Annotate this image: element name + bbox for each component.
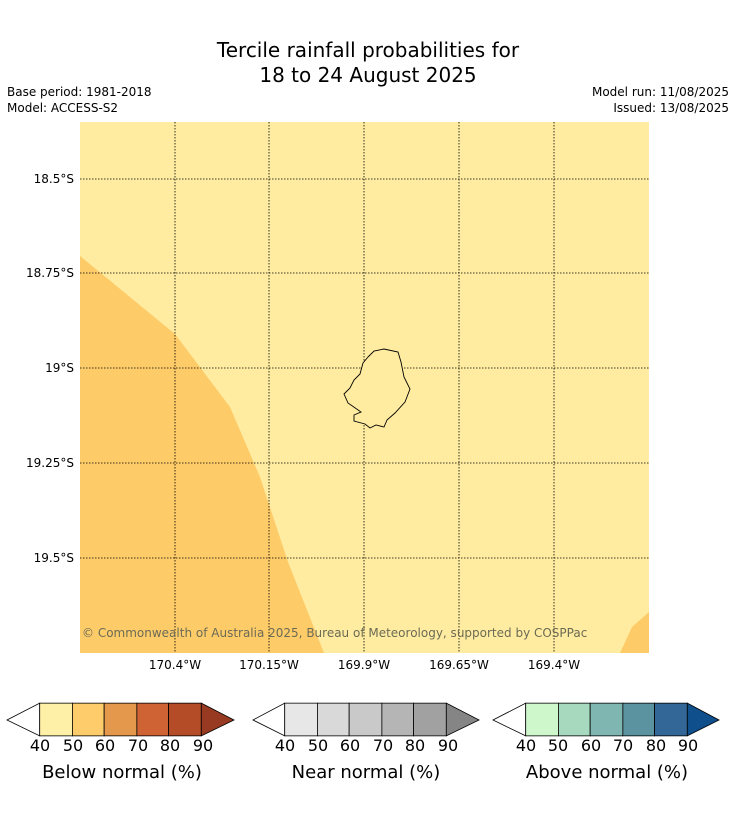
lat-label: 19.25°S	[26, 456, 74, 470]
map-title: Tercile rainfall probabilities for 18 to…	[0, 38, 736, 88]
lat-label: 19.5°S	[33, 551, 74, 565]
colorbar-tick: 90	[437, 736, 459, 755]
lon-label: 170.4°W	[148, 658, 202, 672]
colorbar-swatch	[381, 702, 414, 737]
colorbar-tick: 40	[515, 736, 537, 755]
colorbar-swatch	[622, 702, 655, 737]
colorbar-tick: 80	[404, 736, 426, 755]
copyright-notice: © Commonwealth of Australia 2025, Bureau…	[82, 626, 588, 640]
colorbar-tick: 40	[29, 736, 51, 755]
base-period: Base period: 1981-2018	[7, 85, 152, 99]
colorbar-over-arrow	[445, 702, 480, 737]
colorbar-swatch	[72, 702, 105, 737]
lat-label: 18.75°S	[26, 266, 74, 280]
colorbar-tick: 40	[274, 736, 296, 755]
colorbar-above-normal	[492, 702, 720, 737]
lat-label: 19°S	[45, 361, 74, 375]
colorbar-swatch	[39, 702, 73, 737]
meta-right: Model run: 11/08/2025 Issued: 13/08/2025	[592, 84, 729, 116]
meta-left: Base period: 1981-2018 Model: ACCESS-S2	[7, 84, 152, 116]
colorbar-tick: 50	[62, 736, 84, 755]
colorbar-tick: 80	[159, 736, 181, 755]
colorbar-tick: 70	[127, 736, 149, 755]
map-panel	[80, 122, 649, 653]
colorbar-title-above: Above normal (%)	[525, 762, 689, 783]
lon-label: 169.65°W	[429, 658, 489, 672]
colorbar-under-arrow	[6, 702, 41, 737]
colorbar-below-normal	[6, 702, 235, 737]
colorbar-swatch	[284, 702, 318, 737]
colorbar-tick: 60	[580, 736, 602, 755]
colorbar-swatch	[413, 702, 447, 737]
title-line-2: 18 to 24 August 2025	[259, 63, 477, 87]
model-name: Model: ACCESS-S2	[7, 101, 119, 115]
colorbar-tick: 70	[612, 736, 634, 755]
colorbar-swatch	[558, 702, 591, 737]
colorbar-tick: 60	[339, 736, 361, 755]
higher-probability-area-southeast	[620, 612, 649, 653]
colorbar-title-below: Below normal (%)	[42, 762, 202, 783]
colorbar-swatch	[348, 702, 383, 737]
lon-label: 169.4°W	[527, 658, 581, 672]
colorbar-swatch	[317, 702, 350, 737]
colorbar-swatch	[136, 702, 169, 737]
higher-probability-area-west	[80, 256, 324, 653]
colorbar-tick: 50	[547, 736, 569, 755]
colorbar-swatch	[103, 702, 138, 737]
colorbar-near-normal	[252, 702, 480, 737]
colorbar-over-arrow	[686, 702, 720, 737]
colorbar-swatch	[168, 702, 202, 737]
colorbar-swatch	[654, 702, 688, 737]
colorbar-tick: 90	[677, 736, 699, 755]
colorbar-over-arrow	[200, 702, 235, 737]
title-line-1: Tercile rainfall probabilities for	[216, 38, 520, 62]
lon-label: 170.15°W	[239, 658, 299, 672]
colorbar-tick: 70	[372, 736, 394, 755]
island-coastline	[343, 348, 411, 429]
issued-date: Issued: 13/08/2025	[613, 101, 729, 115]
colorbar-swatch	[525, 702, 559, 737]
colorbar-under-arrow	[492, 702, 527, 737]
colorbar-tick: 90	[192, 736, 214, 755]
colorbar-tick: 60	[94, 736, 116, 755]
colorbar-tick: 50	[307, 736, 329, 755]
lon-label: 169.9°W	[337, 658, 391, 672]
colorbar-swatch	[589, 702, 624, 737]
colorbar-title-near: Near normal (%)	[291, 762, 441, 783]
model-run: Model run: 11/08/2025	[591, 85, 729, 99]
lat-label: 18.5°S	[33, 172, 74, 186]
colorbar-tick: 80	[645, 736, 667, 755]
colorbar-under-arrow	[252, 702, 286, 737]
